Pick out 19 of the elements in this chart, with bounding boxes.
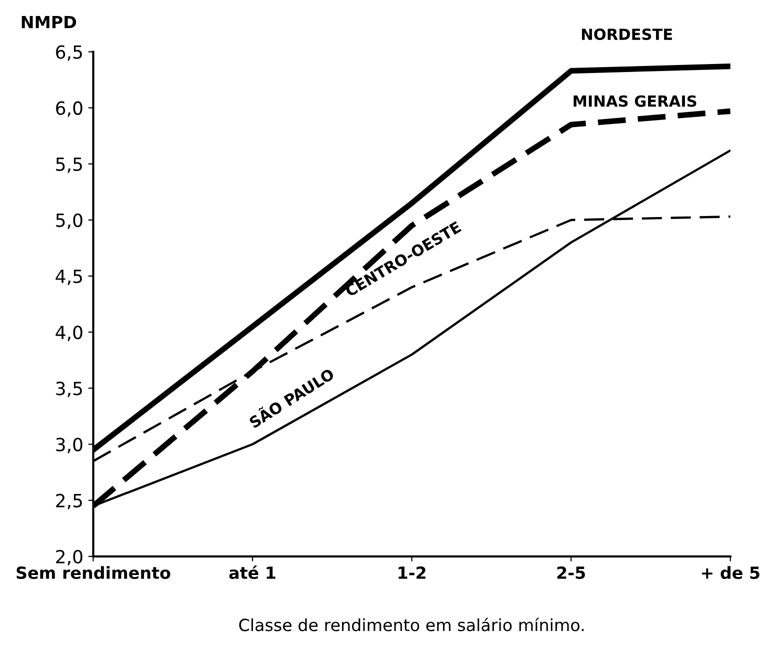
x-tick-label: + de 5 — [702, 566, 760, 580]
y-tick-label: 3,5 — [56, 382, 82, 398]
y-tick-label: 3,0 — [56, 438, 82, 454]
y-tick-label: 6,5 — [56, 45, 82, 61]
x-tick-label: Sem rendimento — [16, 566, 170, 580]
x-tick-label: 2-5 — [557, 566, 585, 580]
series-label: MINAS GERAIS — [574, 95, 696, 107]
x-tick-label: 1-2 — [398, 566, 426, 579]
y-tick-label: 2,5 — [56, 494, 82, 510]
y-tick-label: 2,0 — [56, 550, 82, 566]
y-axis-title: NMPD — [22, 16, 76, 28]
y-tick-label: 6,0 — [56, 101, 82, 117]
y-tick-label: 5,0 — [56, 213, 82, 229]
y-tick-label: 5,5 — [56, 158, 82, 173]
x-tick-label: até 1 — [229, 565, 276, 580]
y-tick-label: 4,5 — [56, 270, 82, 286]
y-tick-label: 4,0 — [56, 326, 82, 342]
x-axis-title: Classe de rendimento em salário mínimo. — [239, 618, 584, 632]
series-label: NORDESTE — [582, 28, 672, 40]
